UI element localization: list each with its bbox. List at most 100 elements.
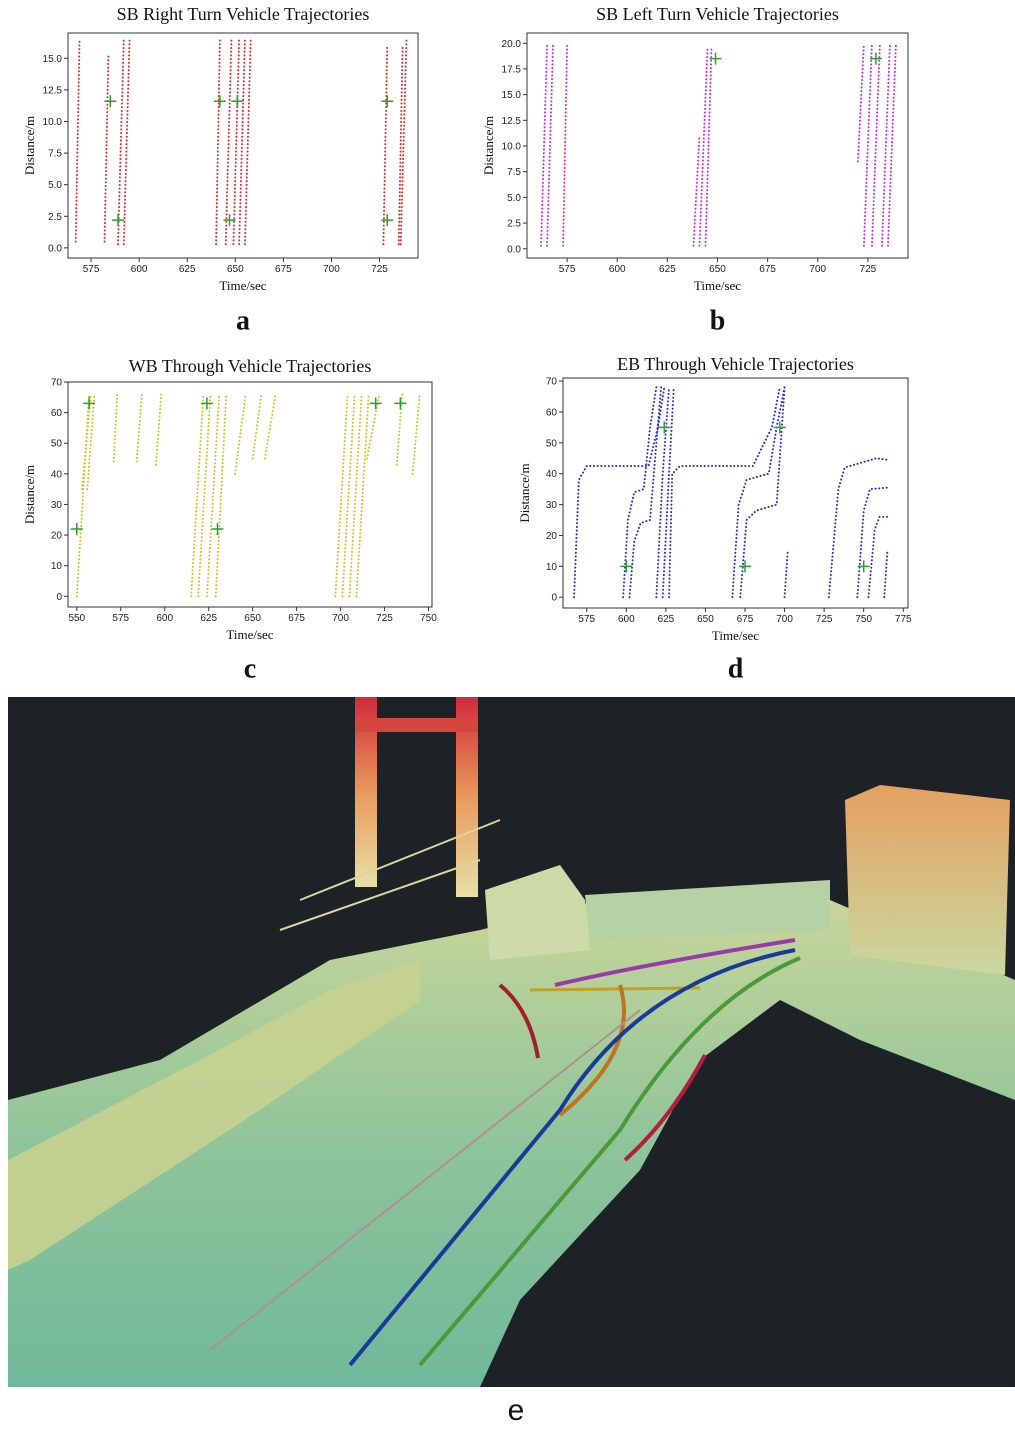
y-tick-label: 10 [51,561,63,572]
trajectory [216,394,227,596]
marker [620,560,632,572]
plot-frame [68,33,418,258]
x-tick-label: 750 [855,614,872,625]
y-tick-label: 0.0 [507,244,521,255]
y-tick-label: 40 [51,469,63,480]
y-tick-label: 60 [546,407,558,418]
x-axis-label: Time/sec [694,278,741,293]
panel-caption: b [710,305,726,336]
x-axis-label: Time/sec [712,628,759,643]
trajectory [216,39,220,244]
marker [709,53,721,65]
x-tick-label: 575 [559,264,576,275]
trajectory [265,394,276,458]
trajectory [335,394,347,596]
trajectory [547,43,553,245]
marker [870,53,882,65]
marker [394,397,406,409]
trajectory [884,551,887,597]
x-axis-label: Time/sec [219,278,266,293]
trajectory [785,551,788,597]
y-tick-label: 7.5 [48,149,62,160]
trajectory [77,394,89,596]
plot-frame [527,33,908,258]
y-tick-label: 70 [546,377,558,388]
trajectory [253,394,262,458]
y-axis-label: Distance/m [22,465,37,524]
y-tick-label: 30 [546,500,558,511]
y-tick-label: 40 [546,469,558,480]
y-tick-label: 12.5 [502,116,522,127]
y-tick-label: 2.5 [48,212,62,223]
trajectory [541,45,547,245]
trajectory [342,394,354,596]
chart-title: EB Through Vehicle Trajectories [617,354,854,374]
x-tick-label: 675 [288,613,305,624]
y-tick-label: 15.0 [43,54,63,65]
figure: e SB Right Turn Vehicle TrajectoriesTime… [0,0,1015,1435]
trajectory [124,39,130,244]
marker [658,421,670,433]
x-tick-label: 575 [83,264,100,275]
marker [381,95,393,107]
point-cloud [8,697,1015,1387]
chart-title: SB Left Turn Vehicle Trajectories [596,4,839,24]
x-tick-label: 675 [275,264,292,275]
trajectory [663,387,674,597]
x-tick-label: 575 [112,613,129,624]
x-tick-label: 625 [659,264,676,275]
trajectory [191,394,203,596]
plot-frame [68,382,432,607]
y-axis-label: Distance/m [22,116,37,175]
plot-frame [563,378,908,608]
trajectory [629,387,661,597]
panel-caption: a [236,305,250,336]
panel-caption: d [728,653,744,684]
trajectory [114,394,118,461]
trajectory [105,54,109,241]
trajectory [76,39,80,241]
marker [231,95,243,107]
marker [214,95,226,107]
x-tick-label: 725 [816,614,833,625]
trajectory [864,43,872,245]
panel-caption: e [508,1394,525,1427]
x-tick-label: 600 [609,264,626,275]
trajectory [888,43,896,245]
y-tick-label: 10.0 [502,142,522,153]
y-tick-label: 70 [51,378,63,389]
trajectory [829,458,888,597]
x-tick-label: 675 [759,264,776,275]
marker [381,214,393,226]
x-tick-label: 675 [737,614,754,625]
trajectory [356,394,368,596]
trajectory [156,394,161,464]
x-tick-label: 725 [860,264,877,275]
trajectory [857,488,887,598]
trajectory [574,387,664,597]
x-tick-label: 625 [179,264,196,275]
x-tick-label: 725 [376,613,393,624]
trajectory [235,394,246,474]
x-tick-label: 650 [244,613,261,624]
y-tick-label: 0.0 [48,243,62,254]
trajectory [705,48,711,245]
x-tick-label: 550 [68,613,85,624]
x-axis-label: Time/sec [226,627,273,642]
y-tick-label: 10 [546,562,558,573]
trajectory [858,43,864,161]
y-axis-label: Distance/m [517,463,532,522]
y-tick-label: 7.5 [507,167,521,178]
x-tick-label: 600 [156,613,173,624]
y-tick-label: 17.5 [502,64,522,75]
trajectory [137,394,142,461]
trajectory [669,387,780,597]
x-tick-label: 700 [323,264,340,275]
y-tick-label: 50 [546,438,558,449]
x-tick-label: 625 [658,614,675,625]
marker [104,95,116,107]
x-tick-label: 750 [420,613,437,624]
trajectory [226,39,232,244]
x-tick-label: 650 [697,614,714,625]
y-tick-label: 15.0 [502,90,522,101]
